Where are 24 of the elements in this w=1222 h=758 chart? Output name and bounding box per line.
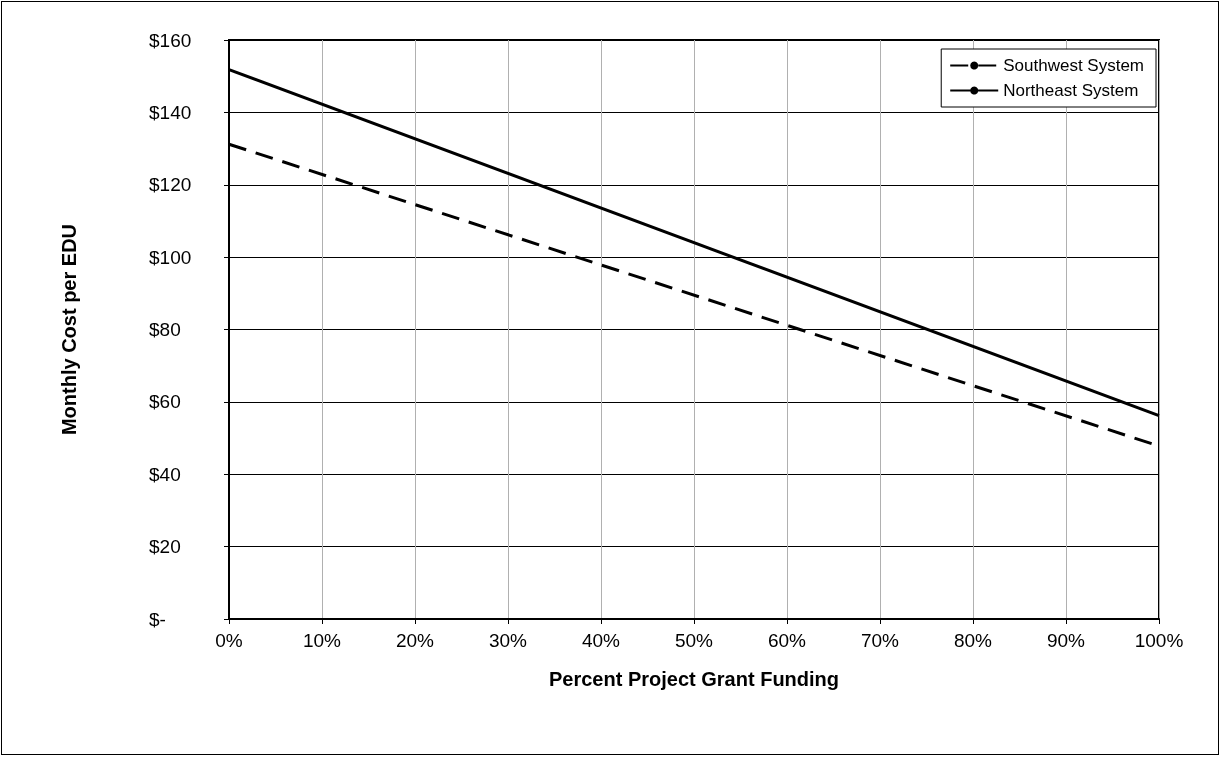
- x-tick-label: 50%: [674, 630, 714, 651]
- legend-label: Southwest System: [1003, 56, 1144, 75]
- y-tick-label: $-: [149, 608, 166, 630]
- y-tick-label: $120: [149, 174, 192, 196]
- legend-label: Northeast System: [1003, 81, 1139, 100]
- y-axis-title: Monthly Cost per EDU: [58, 223, 80, 436]
- x-tick-label: 0%: [215, 630, 243, 651]
- x-tick-label: 30%: [488, 630, 528, 651]
- y-tick-label: $40: [149, 463, 181, 485]
- x-tick-label: 90%: [1046, 630, 1086, 651]
- y-tick-label: $20: [149, 536, 181, 558]
- x-tick-label: 10%: [302, 630, 342, 651]
- x-tick-label: 40%: [581, 630, 621, 651]
- y-tick-label: $60: [149, 391, 181, 413]
- y-tick-label: $160: [149, 29, 192, 51]
- x-tick-label: 20%: [395, 630, 435, 651]
- x-axis-title: Percent Project Grant Funding: [548, 668, 840, 690]
- y-tick-label: $80: [149, 319, 181, 340]
- x-tick-label: 100%: [1134, 630, 1184, 651]
- y-tick-label: $100: [149, 246, 192, 268]
- x-tick-label: 70%: [860, 630, 900, 651]
- y-tick-label: $140: [149, 101, 192, 123]
- x-tick-label: 60%: [767, 630, 807, 651]
- x-tick-label: 80%: [953, 630, 993, 651]
